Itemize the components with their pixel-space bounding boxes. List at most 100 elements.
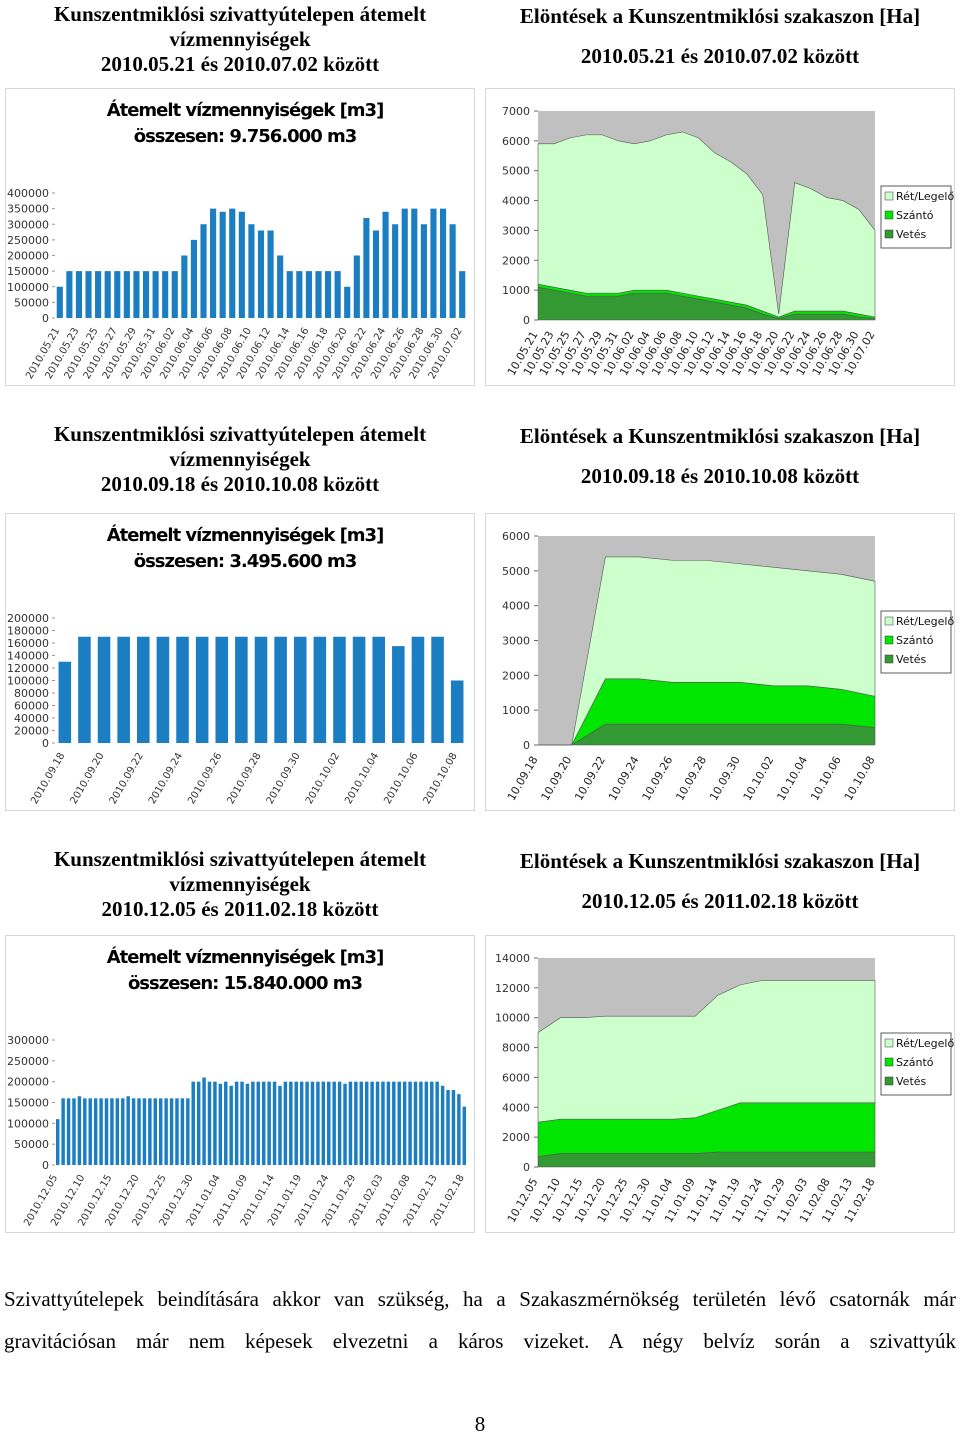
bar	[176, 636, 189, 743]
bar	[392, 646, 405, 743]
bar	[296, 271, 303, 318]
bar	[286, 271, 293, 318]
y-tick-label: 5000	[502, 165, 530, 178]
bar	[352, 636, 366, 743]
bar	[158, 1098, 163, 1165]
bar	[164, 1098, 168, 1165]
legend-swatch	[884, 654, 894, 664]
bar	[180, 1098, 185, 1165]
bar	[401, 208, 408, 318]
bar	[257, 230, 265, 318]
y-tick-label: 0	[42, 1159, 49, 1172]
bar	[392, 224, 399, 318]
legend-swatch	[884, 191, 894, 201]
chart: Átemelt vízmennyiségek [m3] összesen: 15.…	[5, 935, 475, 1233]
y-tick-label: 200000	[7, 250, 49, 263]
y-tick-label: 20000	[14, 725, 49, 738]
y-tick-label: 250000	[7, 234, 49, 247]
bar	[142, 1098, 147, 1165]
bar	[305, 271, 312, 318]
bar	[424, 1081, 429, 1165]
bar	[459, 271, 466, 318]
heading-line: vízmennyiségek	[169, 27, 311, 51]
right-heading: 2010.05.21 és 2010.07.02 között	[580, 44, 860, 68]
bar	[95, 271, 102, 318]
left-heading: Kunszentmiklósi szivattyútelepen átemelt…	[0, 422, 480, 497]
right-heading: 2010.09.18 és 2010.10.08 között	[580, 464, 860, 488]
bar	[254, 636, 268, 743]
bar	[88, 1098, 92, 1165]
y-tick-label: 40000	[14, 712, 49, 725]
y-tick-label: 3000	[502, 224, 530, 237]
y-tick-label: 10000	[495, 1012, 530, 1025]
bar	[186, 1098, 190, 1165]
bar	[66, 271, 73, 318]
bar	[171, 271, 178, 318]
bar	[137, 636, 150, 743]
legend-swatch	[884, 1057, 894, 1067]
bar	[321, 1081, 326, 1165]
heading-line: Kunszentmiklósi szivattyútelepen átemelt	[53, 2, 427, 26]
page-number: 8	[474, 1412, 486, 1436]
bar	[386, 1081, 391, 1165]
bar	[315, 271, 322, 318]
bar	[200, 224, 207, 318]
bar	[190, 239, 197, 318]
heading-line: Kunszentmiklósi szivattyútelepen átemelt	[53, 422, 427, 446]
bar	[293, 636, 307, 743]
bar	[420, 224, 427, 318]
bar	[66, 1098, 71, 1165]
bar	[104, 271, 111, 318]
heading-line: Kunszentmiklósi szivattyútelepen átemelt	[53, 847, 427, 871]
y-tick-label: 6000	[502, 1071, 530, 1084]
bar	[256, 1081, 261, 1165]
legend-label: Rét/Legelő	[896, 615, 954, 628]
bar	[462, 1106, 467, 1165]
bar	[248, 224, 255, 318]
area	[538, 556, 876, 746]
legend-swatch	[884, 1038, 894, 1048]
bar	[115, 1098, 120, 1165]
y-tick-label: 100000	[7, 1117, 49, 1130]
area	[537, 131, 876, 318]
bar	[131, 1098, 136, 1165]
right-heading: Elöntések a Kunszentmiklósi szakaszon [H…	[519, 424, 921, 448]
bar	[402, 1081, 407, 1165]
y-tick-label: 8000	[502, 1042, 530, 1055]
bar	[78, 636, 91, 743]
bar	[133, 271, 140, 318]
y-tick-label: 400000	[7, 187, 49, 200]
y-tick-label: 50000	[14, 296, 49, 309]
heading-line: 2010.09.18 és 2010.10.08 között	[100, 472, 380, 496]
bar	[419, 1081, 423, 1165]
bar	[224, 1081, 228, 1165]
bar	[202, 1077, 206, 1165]
y-tick-label: 350000	[7, 203, 49, 216]
y-tick-label: 60000	[14, 700, 49, 713]
bar	[449, 224, 456, 318]
bar	[278, 1085, 282, 1165]
bar	[261, 1081, 266, 1165]
bar	[58, 661, 72, 743]
bar	[397, 1081, 401, 1165]
bar	[344, 286, 351, 318]
heading-line: 2010.05.21 és 2010.07.02 között	[100, 52, 380, 76]
bar	[215, 636, 229, 743]
y-tick-label: 200000	[7, 1076, 49, 1089]
bar	[175, 1098, 179, 1165]
bar	[272, 1081, 277, 1165]
legend-swatch	[884, 1076, 894, 1086]
bar	[126, 1096, 130, 1165]
bar	[219, 211, 226, 318]
bar	[313, 636, 327, 743]
bar	[195, 636, 209, 743]
y-tick-label: 180000	[7, 625, 49, 638]
y-tick-label: 2000	[502, 669, 530, 682]
bar	[72, 1098, 76, 1165]
paragraph: Szivattyútelepek beindítására akkor van …	[4, 1287, 956, 1353]
area	[537, 1151, 876, 1168]
bar	[55, 1119, 60, 1165]
bar	[294, 1081, 298, 1165]
bar	[97, 636, 111, 743]
y-tick-label: 0	[523, 739, 530, 752]
